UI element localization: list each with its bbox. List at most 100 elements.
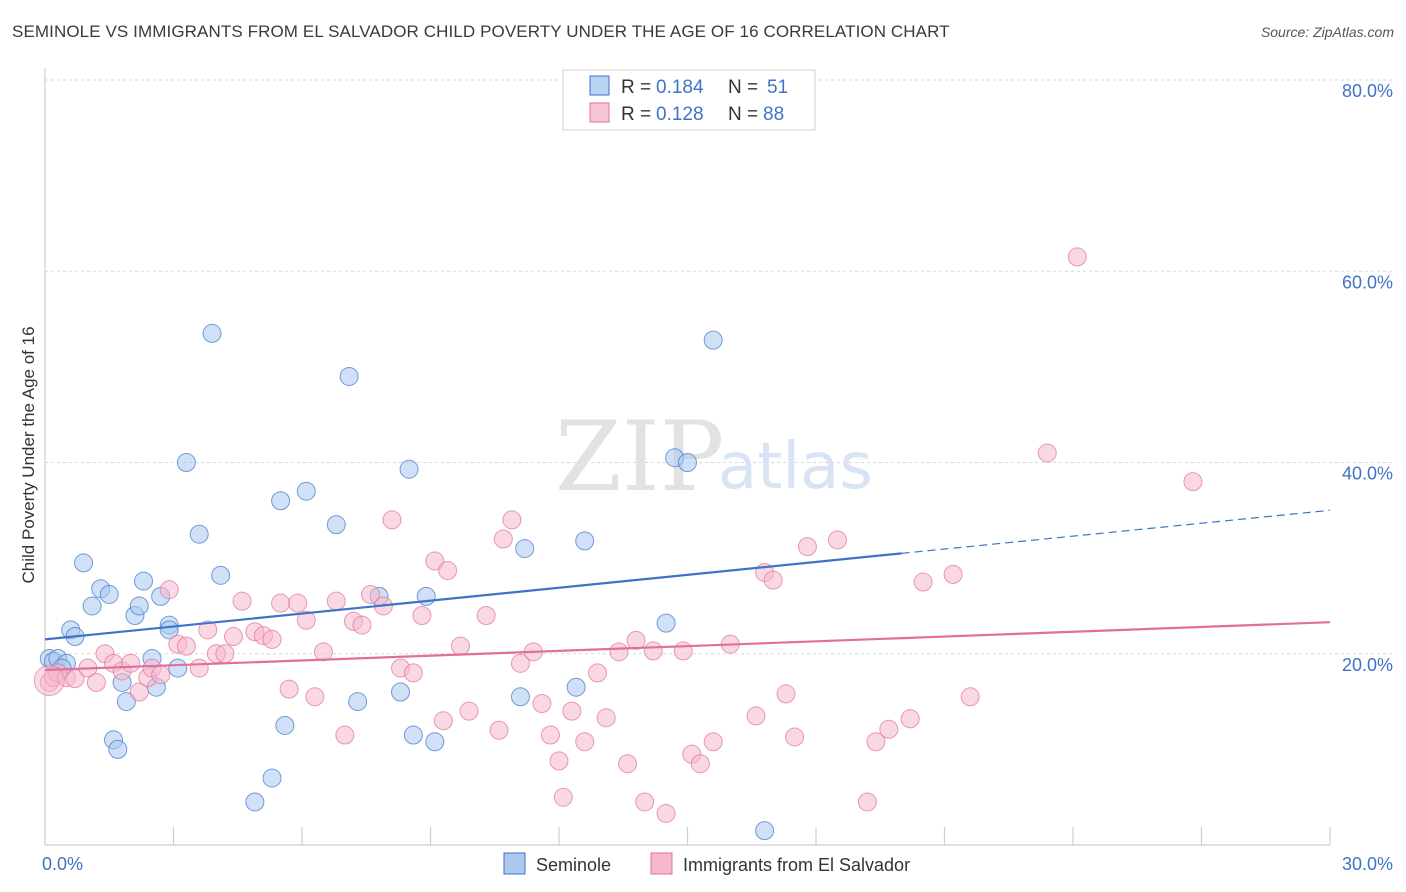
salvador-point-62 — [609, 642, 629, 662]
trendlines — [44, 509, 1331, 672]
legend-n-label-1: N = — [728, 77, 758, 98]
salvador-point-51 — [502, 510, 522, 530]
seminole-point-49 — [755, 821, 775, 841]
chart-title: SEMINOLE VS IMMIGRANTS FROM EL SALVADOR … — [12, 22, 950, 41]
salvador-point-30 — [296, 610, 316, 630]
seminole-point-31 — [296, 481, 316, 501]
salvador-point-63 — [618, 754, 638, 774]
salvador-point-41 — [403, 663, 423, 683]
seminole-point-47 — [678, 453, 697, 472]
seminole-trendline-extension — [901, 509, 1331, 554]
seminole-point-25 — [202, 323, 222, 343]
seminole-point-45 — [656, 613, 676, 633]
seminole-point-13 — [108, 739, 128, 759]
salvador-point-29 — [288, 593, 308, 613]
salvador-point-28 — [279, 679, 299, 699]
seminole-point-26 — [211, 565, 231, 585]
seminole-point-27 — [245, 792, 265, 812]
seminole-point-34 — [348, 692, 368, 712]
salvador-point-6 — [86, 672, 106, 692]
salvador-point-49 — [489, 720, 509, 740]
seminole-point-43 — [566, 677, 586, 697]
legend-r-label-1: R = — [621, 77, 651, 98]
seminole-point-23 — [176, 453, 196, 472]
seminole-trendline — [44, 552, 902, 641]
watermark-zip: ZIP — [555, 401, 724, 513]
salvador-point-45 — [438, 561, 458, 581]
x-tick-label-0: 0.0% — [42, 854, 83, 874]
salvador-point-55 — [540, 725, 560, 745]
salvador-point-47 — [459, 701, 479, 721]
salvador-point-67 — [656, 803, 676, 823]
salvador-point-86 — [960, 687, 980, 707]
seminole-point-24 — [189, 524, 209, 544]
seminole-point-28 — [262, 768, 282, 788]
salvador-point-64 — [626, 630, 646, 650]
seminole-point-22 — [168, 658, 188, 678]
salvador-point-76 — [776, 684, 796, 704]
salvador-point-11 — [129, 682, 149, 702]
top-legend: R = 0.184 N = 51 R = 0.128 N = 88 — [562, 69, 816, 131]
salvador-point-60 — [588, 663, 608, 683]
salvador-point-14 — [151, 665, 171, 685]
salvador-point-22 — [223, 627, 243, 647]
salvador-point-50 — [493, 529, 513, 549]
salvador-point-61 — [596, 708, 616, 728]
salvador-point-58 — [562, 701, 582, 721]
seminole-point-44 — [575, 531, 595, 551]
seminole-point-36 — [391, 682, 411, 702]
y-tick-label-3: 80.0% — [1342, 81, 1393, 101]
seminole-point-15 — [129, 596, 149, 616]
source-label: Source: ZipAtlas.com — [1260, 24, 1394, 40]
gridlines — [45, 79, 1392, 655]
salvador-point-39 — [382, 510, 402, 530]
salvador-point-70 — [690, 754, 710, 774]
x-tick-labels: 0.0% 30.0% — [42, 854, 1393, 874]
seminole-point-42 — [510, 687, 530, 707]
seminole-point-32 — [326, 515, 346, 535]
legend-swatch-seminole — [589, 75, 610, 96]
salvador-point-46 — [450, 636, 470, 656]
salvador-point-73 — [746, 706, 766, 726]
salvador-point-79 — [827, 530, 847, 550]
legend-r-value-2: 0.128 — [656, 104, 704, 125]
salvador-point-15 — [159, 580, 179, 600]
y-tick-label-2: 60.0% — [1342, 272, 1393, 292]
legend-n-value-1: 51 — [767, 77, 788, 98]
seminole-point-41 — [515, 539, 535, 559]
bottom-legend-label-salvador: Immigrants from El Salvador — [683, 855, 910, 875]
seminole-point-29 — [275, 715, 295, 735]
seminole-point-33 — [339, 366, 359, 386]
salvador-point-44 — [433, 711, 453, 731]
salvador-point-78 — [797, 537, 817, 557]
x-tick-label-1: 30.0% — [1342, 854, 1393, 874]
salvador-point-82 — [879, 719, 899, 739]
legend-n-label-2: N = — [728, 104, 758, 125]
salvador-point-26 — [262, 629, 282, 649]
seminole-point-9 — [99, 584, 119, 604]
salvador-point-10 — [121, 653, 141, 673]
salvador-point-33 — [326, 591, 346, 611]
bottom-legend-swatch-salvador — [650, 852, 673, 875]
salvador-point-31 — [305, 687, 325, 707]
y-tick-label-1: 40.0% — [1342, 464, 1393, 484]
y-tick-labels: 20.0% 40.0% 60.0% 80.0% — [1342, 81, 1393, 675]
salvador-point-42 — [412, 606, 432, 625]
seminole-point-40 — [425, 732, 445, 752]
seminole-point-21 — [159, 620, 179, 640]
salvador-point-23 — [232, 591, 252, 611]
salvador-point-66 — [643, 641, 663, 661]
seminole-point-7 — [82, 596, 102, 616]
salvador-point-80 — [857, 792, 877, 812]
seminole-point-11 — [116, 692, 136, 712]
salvador-point-57 — [553, 787, 573, 807]
salvador-point-68 — [673, 641, 693, 661]
salvador-trendline — [44, 621, 1331, 672]
salvador-point-36 — [352, 615, 372, 635]
salvador-point-59 — [575, 732, 595, 752]
seminole-point-38 — [403, 725, 423, 745]
salvador-point-75 — [763, 570, 783, 590]
salvador-point-87 — [1037, 443, 1057, 463]
salvador-point-81 — [866, 732, 886, 752]
